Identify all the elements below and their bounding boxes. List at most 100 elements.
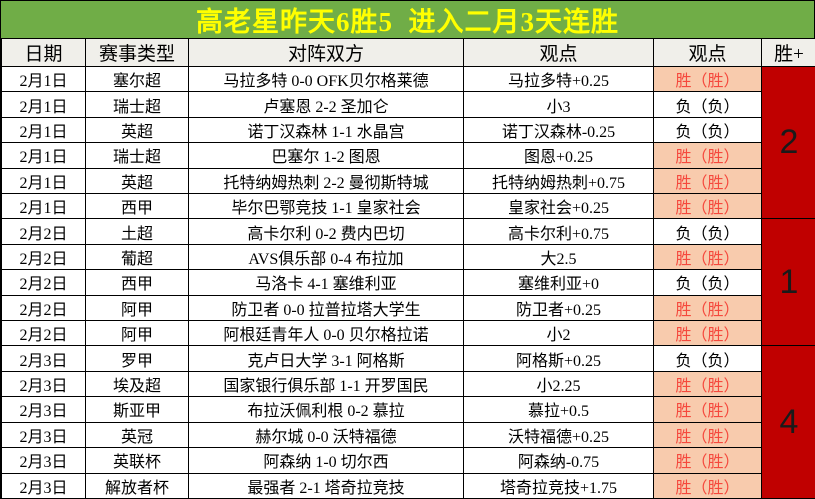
result-cell: 胜（胜） <box>653 421 762 449</box>
match-cell: AVS俱乐部 0-4 布拉加 <box>188 243 464 271</box>
view-cell: 大2.5 <box>463 243 654 271</box>
col-header-result: 观点 <box>653 38 762 67</box>
date-cell: 2月3日 <box>1 345 86 372</box>
league-cell: 埃及超 <box>85 370 189 398</box>
result-cell: 负（负） <box>653 91 762 118</box>
win-plus-cell: 1 <box>761 218 815 347</box>
page-title: 高老星昨天6胜5 进入二月3天连胜 <box>196 7 619 37</box>
match-cell: 布拉沃佩利根 0-2 慕拉 <box>188 396 464 423</box>
date-cell: 2月1日 <box>1 193 86 220</box>
date-cell: 2月2日 <box>1 243 86 271</box>
result-cell: 负（负） <box>653 116 762 144</box>
result-cell: 胜（胜） <box>653 447 762 474</box>
win-plus-cell: 2 <box>761 65 815 220</box>
table-row: 2月1日 英超 托特纳姆热刺 2-2 曼彻斯特城 托特纳姆热刺+0.75 胜（胜… <box>1 167 815 195</box>
match-cell: 高卡尔利 0-2 费内巴切 <box>188 218 464 245</box>
table-row: 2月3日 英联杯 阿森纳 1-0 切尔西 阿森纳-0.75 胜（胜） <box>1 447 815 474</box>
view-cell: 皇家社会+0.25 <box>463 193 654 220</box>
table-row: 2月3日 埃及超 国家银行俱乐部 1-1 开罗国民 小2.25 胜（胜） <box>1 370 815 398</box>
view-cell: 塞维利亚+0 <box>463 269 654 296</box>
date-cell: 2月3日 <box>1 396 86 423</box>
date-cell: 2月2日 <box>1 269 86 296</box>
col-header-win-plus: 胜+ <box>761 38 815 67</box>
result-cell: 胜（胜） <box>653 243 762 271</box>
match-cell: 阿森纳 1-0 切尔西 <box>188 447 464 474</box>
table-row: 2月1日 西甲 毕尔巴鄂竞技 1-1 皇家社会 皇家社会+0.25 胜（胜） <box>1 193 815 220</box>
view-cell: 塔奇拉竞技+1.75 <box>463 472 654 499</box>
table-row: 2月1日 塞尔超 马拉多特 0-0 OFK贝尔格莱德 马拉多特+0.25 胜（胜… <box>1 65 815 220</box>
view-cell: 阿森纳-0.75 <box>463 447 654 474</box>
view-cell: 图恩+0.25 <box>463 142 654 169</box>
view-cell: 慕拉+0.5 <box>463 396 654 423</box>
result-cell: 负（负） <box>653 218 762 245</box>
date-cell: 2月1日 <box>1 116 86 144</box>
league-cell: 斯亚甲 <box>85 396 189 423</box>
league-cell: 英冠 <box>85 421 189 449</box>
match-cell: 托特纳姆热刺 2-2 曼彻斯特城 <box>188 167 464 195</box>
league-cell: 葡超 <box>85 243 189 271</box>
date-cell: 2月2日 <box>1 294 86 322</box>
view-cell: 阿格斯+0.25 <box>463 345 654 372</box>
view-cell: 高卡尔利+0.75 <box>463 218 654 245</box>
result-cell: 胜（胜） <box>653 370 762 398</box>
date-cell: 2月1日 <box>1 142 86 169</box>
match-cell: 巴塞尔 1-2 图恩 <box>188 142 464 169</box>
date-cell: 2月3日 <box>1 447 86 474</box>
table-row: 2月3日 英冠 赫尔城 0-0 沃特福德 沃特福德+0.25 胜（胜） <box>1 421 815 449</box>
table-row: 2月1日 瑞士超 巴塞尔 1-2 图恩 图恩+0.25 胜（胜） <box>1 142 815 169</box>
result-cell: 胜（胜） <box>653 193 762 220</box>
match-cell: 克卢日大学 3-1 阿格斯 <box>188 345 464 372</box>
date-cell: 2月3日 <box>1 472 86 499</box>
table-row: 2月2日 阿甲 阿根廷青年人 0-0 贝尔格拉诺 小2 胜（胜） <box>1 320 815 347</box>
result-cell: 负（负） <box>653 269 762 296</box>
result-cell: 胜（胜） <box>653 396 762 423</box>
result-cell: 胜（胜） <box>653 320 762 347</box>
match-cell: 最强者 2-1 塔奇拉竞技 <box>188 472 464 499</box>
league-cell: 瑞士超 <box>85 91 189 118</box>
date-cell: 2月1日 <box>1 167 86 195</box>
match-cell: 防卫者 0-0 拉普拉塔大学生 <box>188 294 464 322</box>
date-cell: 2月3日 <box>1 370 86 398</box>
result-cell: 负（负） <box>653 345 762 372</box>
league-cell: 英超 <box>85 116 189 144</box>
win-plus-cell: 4 <box>761 345 815 499</box>
date-cell: 2月2日 <box>1 218 86 245</box>
match-table-body: 2月1日 塞尔超 马拉多特 0-0 OFK贝尔格莱德 马拉多特+0.25 胜（胜… <box>1 65 815 499</box>
view-cell: 诺丁汉森林-0.25 <box>463 116 654 144</box>
match-cell: 阿根廷青年人 0-0 贝尔格拉诺 <box>188 320 464 347</box>
league-cell: 英联杯 <box>85 447 189 474</box>
table-row: 2月2日 阿甲 防卫者 0-0 拉普拉塔大学生 防卫者+0.25 胜（胜） <box>1 294 815 322</box>
league-cell: 阿甲 <box>85 294 189 322</box>
match-cell: 马洛卡 4-1 塞维利亚 <box>188 269 464 296</box>
result-cell: 胜（胜） <box>653 142 762 169</box>
view-cell: 马拉多特+0.25 <box>463 65 654 93</box>
table-row: 2月2日 西甲 马洛卡 4-1 塞维利亚 塞维利亚+0 负（负） <box>1 269 815 296</box>
table-row: 2月2日 葡超 AVS俱乐部 0-4 布拉加 大2.5 胜（胜） <box>1 243 815 271</box>
col-header-match: 对阵双方 <box>188 38 464 67</box>
date-cell: 2月1日 <box>1 65 86 93</box>
view-cell: 防卫者+0.25 <box>463 294 654 322</box>
date-cell: 2月1日 <box>1 91 86 118</box>
league-cell: 西甲 <box>85 193 189 220</box>
table-row: 2月1日 瑞士超 卢塞恩 2-2 圣加仑 小3 负（负） <box>1 91 815 118</box>
league-cell: 塞尔超 <box>85 65 189 93</box>
table-row: 2月3日 罗甲 克卢日大学 3-1 阿格斯 阿格斯+0.25 负（负） 4 <box>1 345 815 499</box>
league-cell: 土超 <box>85 218 189 245</box>
result-cell: 胜（胜） <box>653 65 762 93</box>
view-cell: 小2.25 <box>463 370 654 398</box>
match-cell: 卢塞恩 2-2 圣加仑 <box>188 91 464 118</box>
view-cell: 小2 <box>463 320 654 347</box>
league-cell: 阿甲 <box>85 320 189 347</box>
col-header-date: 日期 <box>1 38 86 67</box>
league-cell: 英超 <box>85 167 189 195</box>
table-row: 2月3日 解放者杯 最强者 2-1 塔奇拉竞技 塔奇拉竞技+1.75 胜（胜） <box>1 472 815 499</box>
col-header-view: 观点 <box>463 38 654 67</box>
match-table: 日期 赛事类型 对阵双方 观点 观点 胜+ 2月1日 塞尔超 马拉多特 0-0 … <box>1 38 815 499</box>
league-cell: 西甲 <box>85 269 189 296</box>
league-cell: 瑞士超 <box>85 142 189 169</box>
view-cell: 沃特福德+0.25 <box>463 421 654 449</box>
table-row: 2月3日 斯亚甲 布拉沃佩利根 0-2 慕拉 慕拉+0.5 胜（胜） <box>1 396 815 423</box>
table-header: 日期 赛事类型 对阵双方 观点 观点 胜+ <box>1 38 815 67</box>
date-cell: 2月2日 <box>1 320 86 347</box>
date-cell: 2月3日 <box>1 421 86 449</box>
